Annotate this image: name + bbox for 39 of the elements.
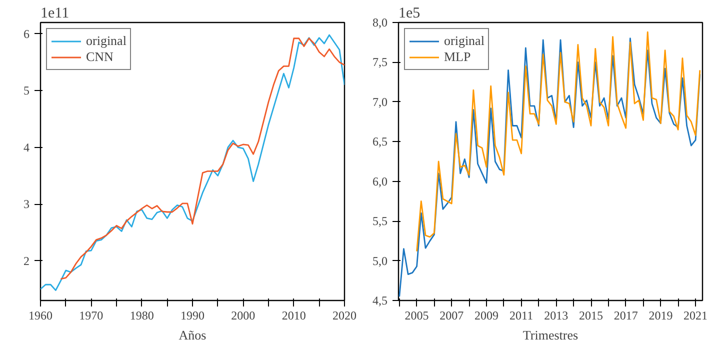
x-tick-label: 1980 bbox=[130, 308, 154, 322]
x-axis-title: Trimestres bbox=[522, 328, 578, 342]
text: 1e11 bbox=[40, 6, 70, 22]
y-tick-label: 4,5 bbox=[372, 294, 388, 308]
legend-label: original bbox=[444, 33, 484, 49]
y-tick-label: 6 bbox=[24, 26, 30, 41]
x-tick-label: 2007 bbox=[440, 308, 464, 322]
x-tick-label: 1960 bbox=[28, 308, 52, 322]
y-tick-label: 2 bbox=[24, 254, 30, 268]
y-tick-label: 5,0 bbox=[372, 254, 388, 268]
text: 1e5 bbox=[398, 6, 420, 22]
x-tick-label: 2000 bbox=[231, 308, 256, 322]
x-tick-label: 2017 bbox=[614, 308, 638, 322]
y-tick-label: 4 bbox=[24, 140, 30, 154]
x-tick-label: 2019 bbox=[648, 308, 673, 322]
y-tick-label: 5 bbox=[24, 84, 30, 98]
y-tick-label: 6,0 bbox=[372, 174, 388, 188]
y-tick-label: 3 bbox=[24, 197, 30, 212]
x-tick-label: 2021 bbox=[684, 308, 708, 322]
x-tick-label: 2009 bbox=[474, 308, 498, 322]
x-axis-title: Años bbox=[178, 328, 206, 342]
y-tick-label: 5,5 bbox=[372, 214, 388, 228]
x-tick-label: 2020 bbox=[332, 308, 356, 322]
x-tick-label: 2005 bbox=[404, 308, 429, 322]
x-tick-label: 2015 bbox=[579, 308, 604, 322]
x-tick-label: 1970 bbox=[79, 308, 104, 322]
x-tick-label: 2013 bbox=[544, 308, 568, 322]
x-tick-label: 2010 bbox=[282, 308, 306, 322]
line-series bbox=[416, 31, 701, 252]
x-tick-label: 1990 bbox=[180, 308, 204, 322]
legend-label: MLP bbox=[444, 49, 471, 65]
legend-label: CNN bbox=[86, 49, 114, 65]
x-tick-label: 2011 bbox=[510, 308, 534, 322]
y-tick-label: 7,0 bbox=[372, 94, 388, 109]
y-tick-label: 6,5 bbox=[372, 134, 388, 149]
y-tick-label: 7,5 bbox=[372, 55, 388, 70]
line-series bbox=[398, 38, 701, 298]
legend-label: original bbox=[86, 33, 126, 49]
y-tick-label: 8,0 bbox=[372, 16, 388, 30]
